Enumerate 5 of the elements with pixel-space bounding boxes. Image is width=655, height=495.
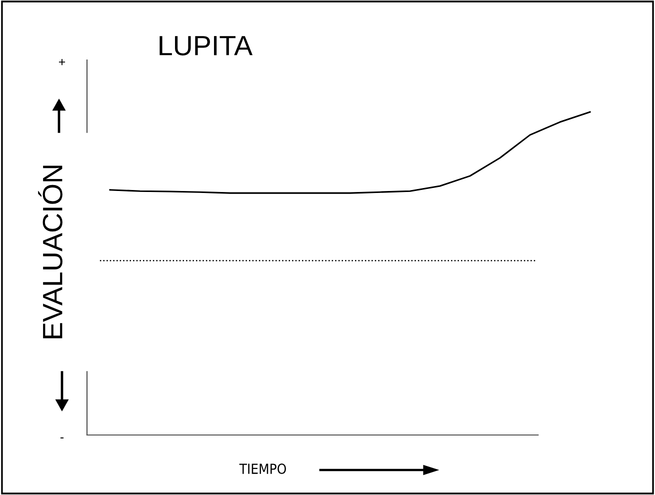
text: + [58, 59, 66, 66]
x-axis-title: TIEMPO [239, 464, 286, 474]
y-axis-title: EVALUACIÓN [38, 166, 62, 338]
chart-title: LUPITA [160, 36, 253, 56]
text: - [60, 437, 64, 438]
